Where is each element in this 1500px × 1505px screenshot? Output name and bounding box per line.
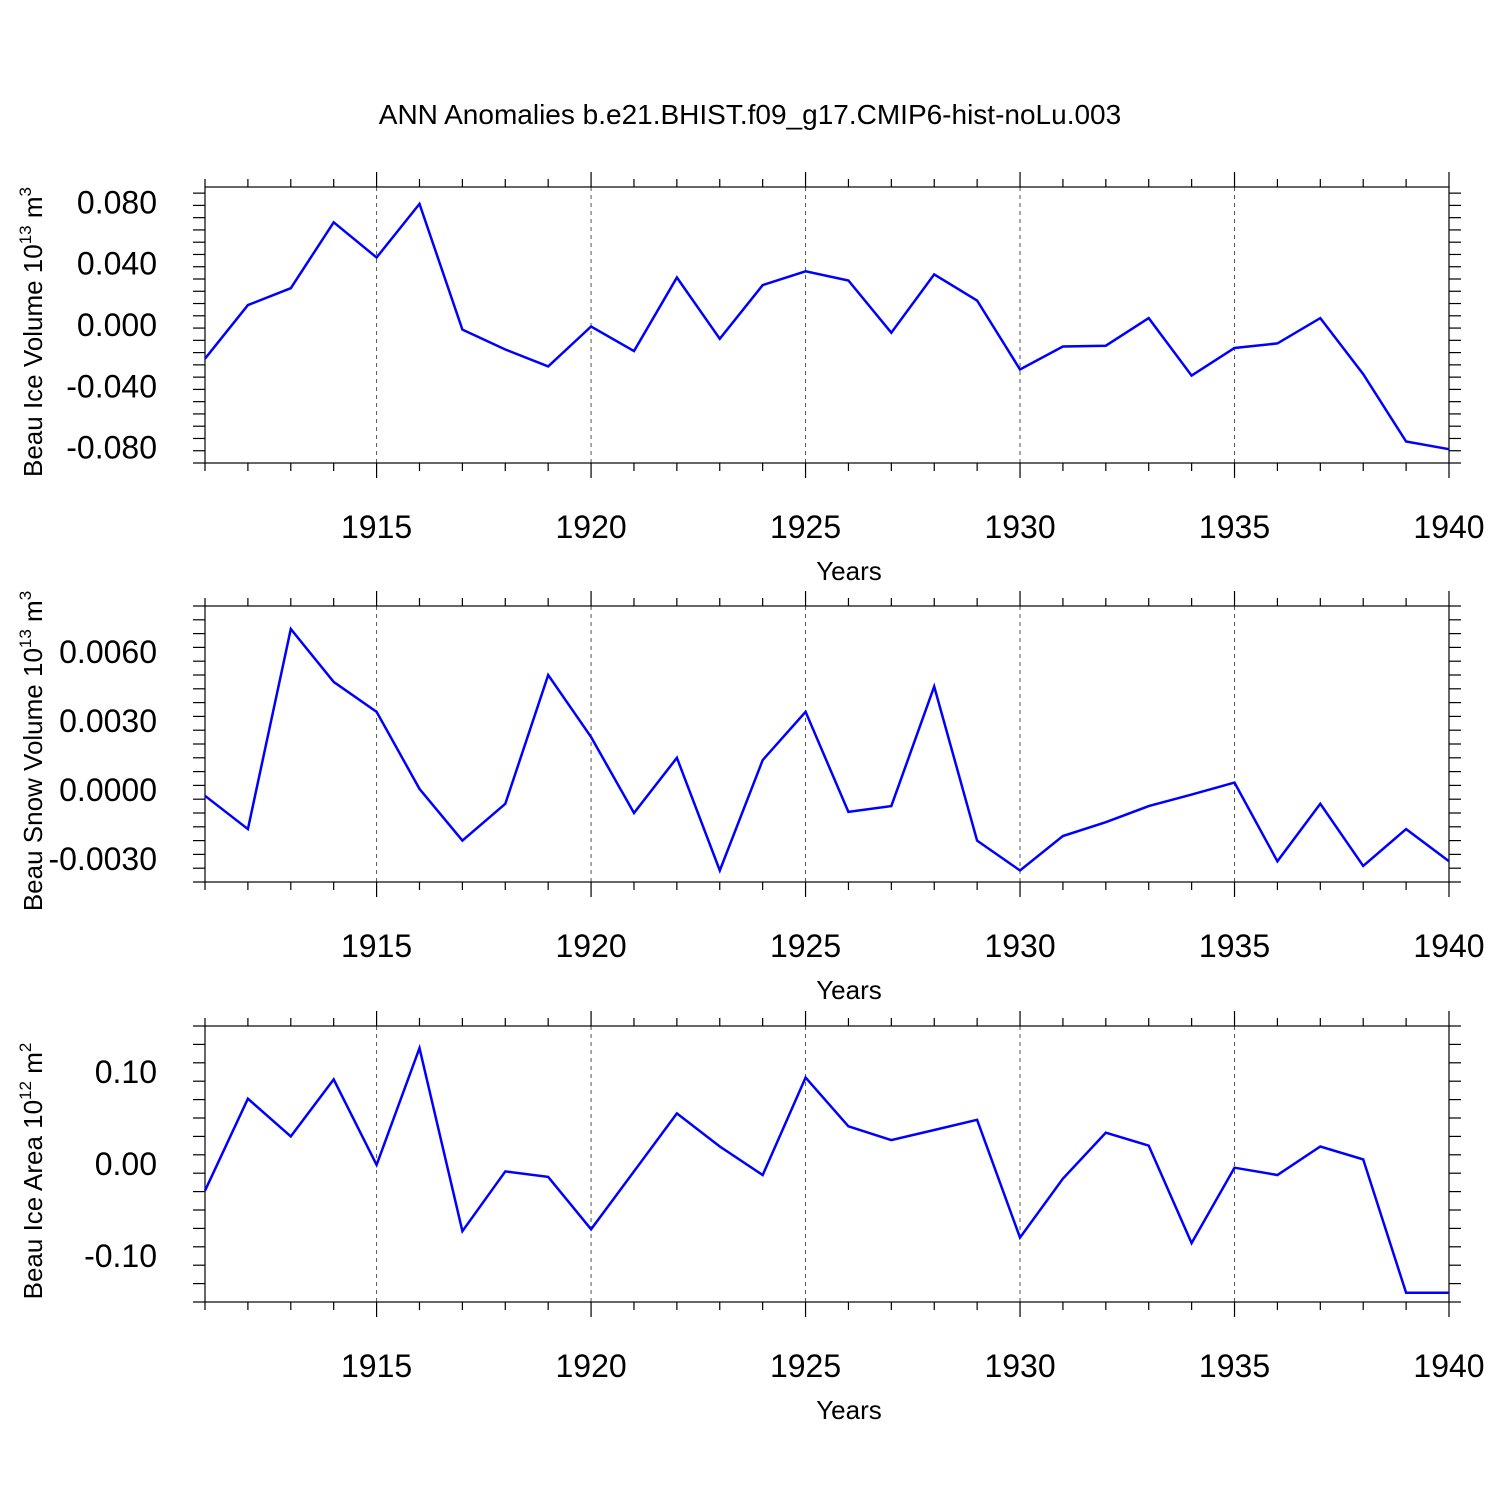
y-axis-label-unit-exponent: 2 <box>16 1043 35 1052</box>
x-tick-label: 1920 <box>555 1348 626 1384</box>
y-tick-label: 0.0030 <box>59 703 157 739</box>
x-tick-label: 1930 <box>984 1348 1055 1384</box>
series-line <box>204 626 1450 874</box>
y-tick-label: 0.0000 <box>59 772 157 808</box>
y-axis-label-unit: m <box>18 1052 48 1081</box>
x-tick-label: 1925 <box>770 509 841 545</box>
y-tick-label: 0.10 <box>95 1054 157 1090</box>
y-axis-label: Beau Ice Volume 1013 m3 <box>16 187 48 477</box>
x-tick-label: 1940 <box>1413 928 1484 964</box>
y-tick-label: -0.10 <box>84 1238 157 1274</box>
y-axis-label-unit-exponent: 3 <box>16 187 35 196</box>
y-axis-label-text: Beau Snow Volume 10 <box>18 648 48 911</box>
y-axis-label-exponent: 13 <box>16 225 35 244</box>
plot-frame <box>204 186 1450 464</box>
y-axis-label-unit: m <box>18 600 48 629</box>
y-axis-label-text: Beau Ice Area 10 <box>18 1100 48 1299</box>
x-tick-label: 1925 <box>770 928 841 964</box>
panel-2: 1915 1920 1925 1930 1935 1940 -0.0030 0.0000 0.0… <box>16 591 1485 1005</box>
panel-1: 1915 1920 1925 1930 1935 1940 -0.080 -0.040 0.00… <box>16 172 1485 586</box>
y-axis-label-exponent: 13 <box>16 629 35 648</box>
y-tick-label: -0.0030 <box>48 841 157 877</box>
series-line <box>203 1043 1449 1295</box>
y-tick-label: -0.080 <box>66 430 157 466</box>
y-axis-label-exponent: 12 <box>16 1081 35 1100</box>
y-tick-label: 0.00 <box>95 1146 157 1182</box>
panel-3: 1915 1920 1925 1930 1935 1940 -0.10 0.00 0.10 Yea… <box>16 1011 1485 1425</box>
x-tick-label: 1915 <box>341 509 412 545</box>
y-axis-label-unit-exponent: 3 <box>16 591 35 600</box>
y-tick-label: -0.040 <box>66 368 157 404</box>
x-axis-label: Years <box>816 1395 882 1425</box>
x-tick-label: 1920 <box>555 509 626 545</box>
chart-title: ANN Anomalies b.e21.BHIST.f09_g17.CMIP6-… <box>379 99 1121 130</box>
x-tick-label: 1915 <box>341 928 412 964</box>
x-tick-label: 1915 <box>341 1348 412 1384</box>
y-tick-label: 0.080 <box>77 184 157 220</box>
x-axis-label: Years <box>816 556 882 586</box>
y-tick-label: 0.000 <box>77 307 157 343</box>
x-tick-label: 1940 <box>1413 1348 1484 1384</box>
plot-frame <box>204 605 1450 883</box>
y-tick-label: 0.040 <box>77 246 157 282</box>
series-line <box>204 201 1450 451</box>
x-axis-label: Years <box>816 975 882 1005</box>
plot-frame <box>204 1025 1450 1303</box>
x-tick-label: 1930 <box>984 509 1055 545</box>
x-tick-label: 1935 <box>1199 509 1270 545</box>
x-tick-label: 1925 <box>770 1348 841 1384</box>
y-axis-label-text: Beau Ice Volume 10 <box>18 244 48 477</box>
x-tick-label: 1930 <box>984 928 1055 964</box>
y-axis-label: Beau Ice Area 1012 m2 <box>16 1043 48 1300</box>
x-tick-label: 1935 <box>1199 928 1270 964</box>
x-tick-label: 1935 <box>1199 1348 1270 1384</box>
x-tick-label: 1920 <box>555 928 626 964</box>
y-axis-label-unit: m <box>18 196 48 225</box>
x-tick-label: 1940 <box>1413 509 1484 545</box>
y-tick-label: 0.0060 <box>59 634 157 670</box>
y-axis-label: Beau Snow Volume 1013 m3 <box>16 591 48 911</box>
